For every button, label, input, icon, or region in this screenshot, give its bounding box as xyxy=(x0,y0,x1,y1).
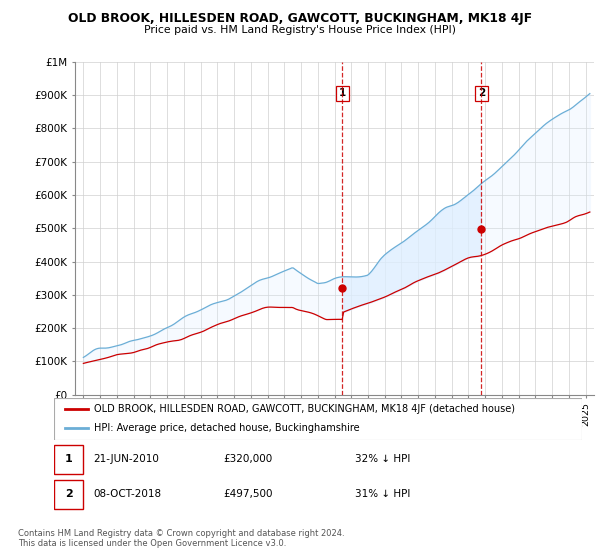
FancyBboxPatch shape xyxy=(54,445,83,474)
FancyBboxPatch shape xyxy=(54,479,83,509)
Text: Price paid vs. HM Land Registry's House Price Index (HPI): Price paid vs. HM Land Registry's House … xyxy=(144,25,456,35)
Text: 21-JUN-2010: 21-JUN-2010 xyxy=(94,454,160,464)
Text: OLD BROOK, HILLESDEN ROAD, GAWCOTT, BUCKINGHAM, MK18 4JF: OLD BROOK, HILLESDEN ROAD, GAWCOTT, BUCK… xyxy=(68,12,532,25)
Text: OLD BROOK, HILLESDEN ROAD, GAWCOTT, BUCKINGHAM, MK18 4JF (detached house): OLD BROOK, HILLESDEN ROAD, GAWCOTT, BUCK… xyxy=(94,404,515,414)
Text: 2: 2 xyxy=(478,88,485,98)
Text: 2: 2 xyxy=(65,489,73,499)
Text: 31% ↓ HPI: 31% ↓ HPI xyxy=(355,489,410,499)
Text: £320,000: £320,000 xyxy=(223,454,272,464)
Text: HPI: Average price, detached house, Buckinghamshire: HPI: Average price, detached house, Buck… xyxy=(94,423,359,433)
Text: 1: 1 xyxy=(65,454,73,464)
Text: 08-OCT-2018: 08-OCT-2018 xyxy=(94,489,162,499)
Text: £497,500: £497,500 xyxy=(223,489,272,499)
Text: 1: 1 xyxy=(339,88,346,98)
Text: 32% ↓ HPI: 32% ↓ HPI xyxy=(355,454,410,464)
Text: This data is licensed under the Open Government Licence v3.0.: This data is licensed under the Open Gov… xyxy=(18,539,286,548)
FancyBboxPatch shape xyxy=(54,398,582,440)
Text: Contains HM Land Registry data © Crown copyright and database right 2024.: Contains HM Land Registry data © Crown c… xyxy=(18,529,344,538)
